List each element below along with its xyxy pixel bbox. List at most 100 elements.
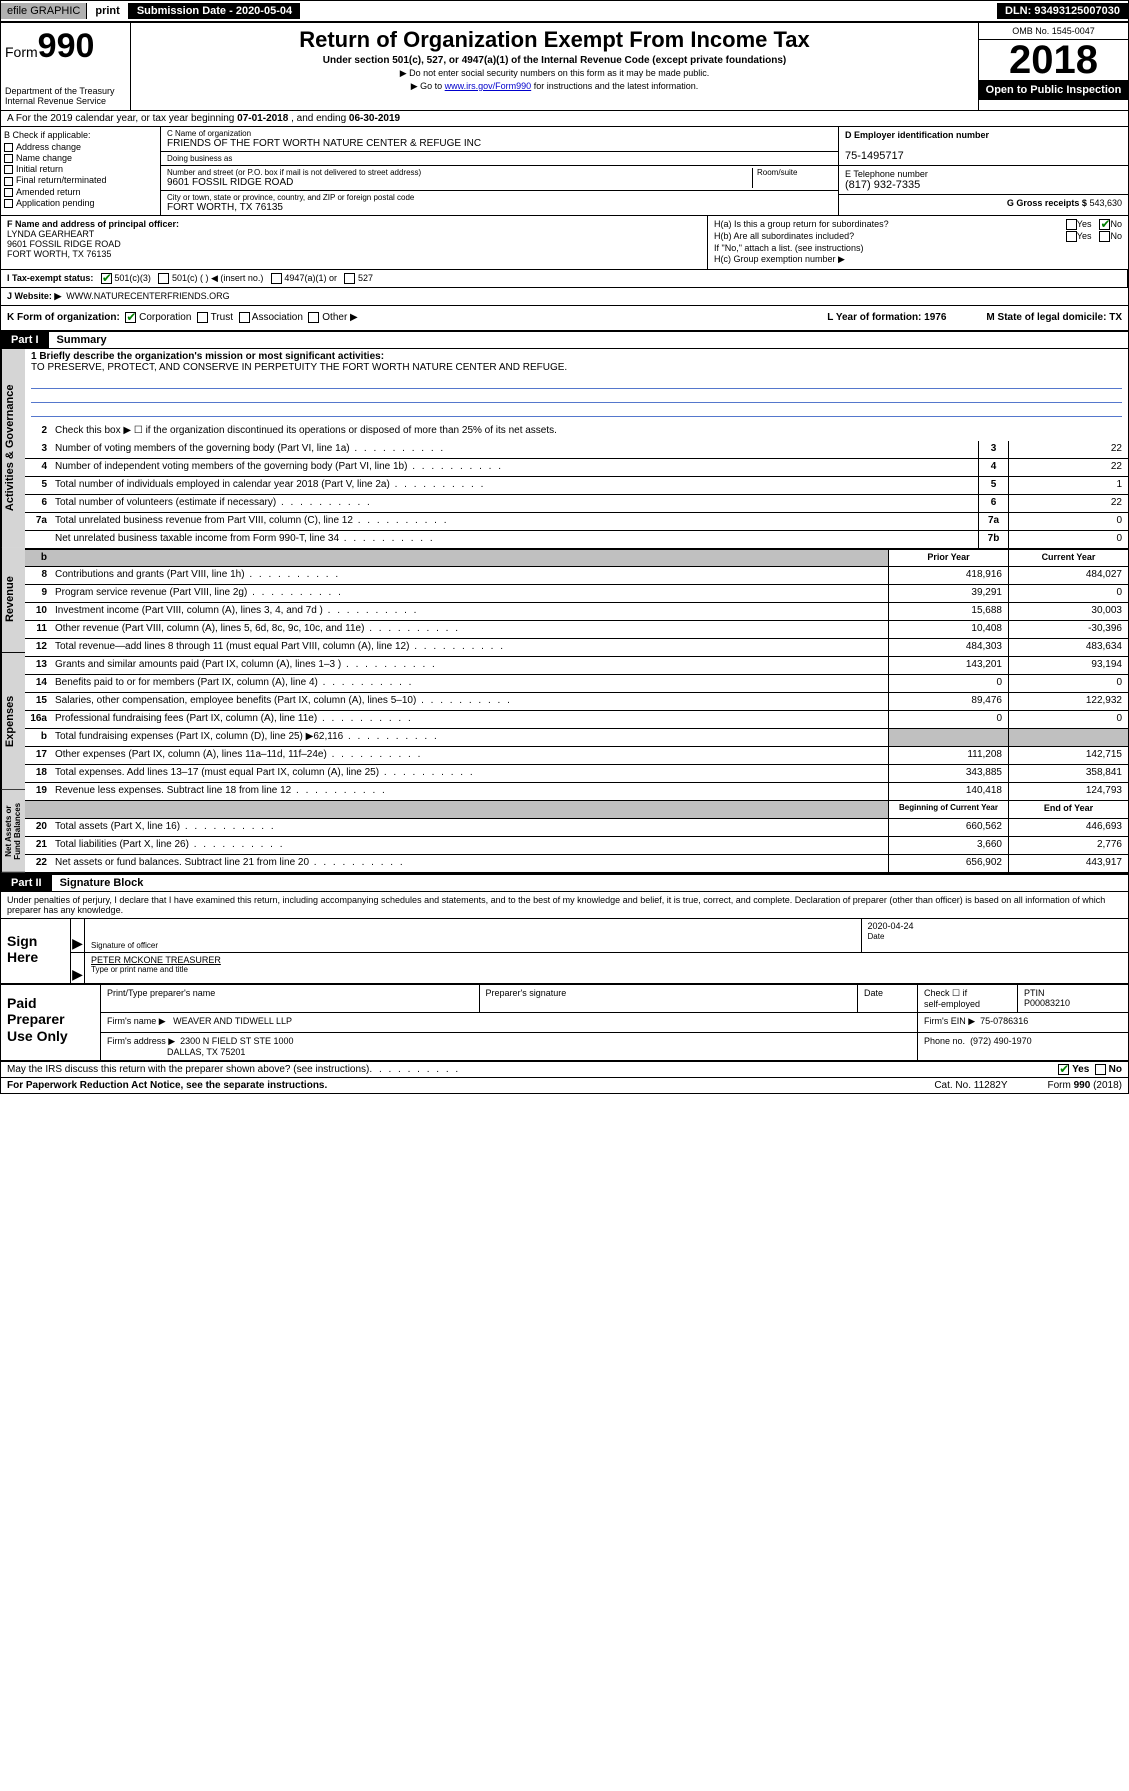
city-lbl: City or town, state or province, country…: [167, 193, 832, 202]
vtab-rev: Revenue: [1, 547, 25, 653]
blueline: [31, 403, 1122, 417]
col-b: B Check if applicable: Address change Na…: [1, 127, 161, 215]
form-ref: Form 990 (2018): [1048, 1080, 1122, 1091]
sign-here: Sign Here ▶ Signature of officer 2020-04…: [1, 919, 1128, 985]
hb-no[interactable]: No: [1099, 231, 1122, 242]
vtab-column: Activities & Governance Revenue Expenses…: [1, 349, 25, 873]
note-pre: ▶ Go to: [411, 81, 445, 91]
chk-other[interactable]: [308, 312, 319, 323]
chk-assoc[interactable]: [239, 312, 250, 323]
summary-table: Activities & Governance Revenue Expenses…: [1, 349, 1128, 875]
year-formation: L Year of formation: 1976: [827, 312, 946, 323]
org-name: FRIENDS OF THE FORT WORTH NATURE CENTER …: [167, 138, 832, 149]
hb-yes[interactable]: Yes: [1066, 231, 1092, 242]
prep-ptin: PTINP00083210: [1018, 985, 1128, 1012]
perjury-text: Under penalties of perjury, I declare th…: [1, 892, 1128, 919]
irs-link[interactable]: www.irs.gov/Form990: [445, 81, 532, 91]
summary-row: 12 Total revenue—add lines 8 through 11 …: [25, 639, 1128, 657]
sig-officer-lbl: Signature of officer: [91, 941, 855, 950]
hb-yn: Yes No: [1066, 231, 1122, 242]
hdr-beg: Beginning of Current Year: [888, 801, 1008, 818]
hdr-curr: Current Year: [1008, 549, 1128, 566]
phone: (817) 932-7335: [845, 179, 920, 191]
firm-phone: (972) 490-1970: [970, 1036, 1032, 1046]
footer: For Paperwork Reduction Act Notice, see …: [1, 1078, 1128, 1093]
hc-lbl: H(c) Group exemption number ▶: [714, 254, 845, 265]
chk-name-change[interactable]: Name change: [4, 153, 157, 163]
open-public: Open to Public Inspection: [979, 80, 1128, 100]
form-number: Form990: [5, 27, 126, 66]
signer-name-lbl: Type or print name and title: [91, 965, 1122, 974]
firm-name: WEAVER AND TIDWELL LLP: [173, 1016, 292, 1026]
part-i-title: Summary: [49, 332, 115, 348]
blueline: [31, 389, 1122, 403]
period-mid: , and ending: [291, 113, 349, 124]
website: WWW.NATURECENTERFRIENDS.ORG: [66, 291, 229, 301]
h-section: H(a) Is this a group return for subordin…: [708, 216, 1128, 269]
ha-lbl: H(a) Is this a group return for subordin…: [714, 219, 889, 230]
discuss-yes[interactable]: Yes: [1058, 1064, 1089, 1075]
summary-body: 1 Briefly describe the organization's mi…: [25, 349, 1128, 873]
chk-initial-return[interactable]: Initial return: [4, 164, 157, 174]
state-domicile: M State of legal domicile: TX: [986, 312, 1122, 323]
addr-box: Number and street (or P.O. box if mail i…: [161, 166, 838, 191]
period-begin: 07-01-2018: [237, 113, 288, 124]
k-section: K Form of organization: Corporation Trus…: [7, 312, 358, 323]
note-post: for instructions and the latest informat…: [531, 81, 698, 91]
city: FORT WORTH, TX 76135: [167, 202, 832, 213]
gross-val: 543,630: [1089, 198, 1122, 208]
phone-lbl: E Telephone number: [845, 169, 928, 179]
form-prefix: Form: [5, 44, 38, 60]
topbar: efile GRAPHIC print Submission Date - 20…: [1, 1, 1128, 23]
summary-row: 21 Total liabilities (Part X, line 26) 3…: [25, 837, 1128, 855]
firm-addr: 2300 N FIELD ST STE 1000: [180, 1036, 293, 1046]
sign-date-lbl: Date: [868, 932, 885, 941]
firm-addr2: DALLAS, TX 75201: [167, 1047, 245, 1057]
klm-row: K Form of organization: Corporation Trus…: [1, 306, 1128, 331]
sign-date: 2020-04-24: [868, 921, 914, 931]
gross-box: G Gross receipts $ 543,630: [839, 195, 1128, 211]
prep-date-lbl: Date: [858, 985, 918, 1012]
period-end: 06-30-2019: [349, 113, 400, 124]
ein-lbl: D Employer identification number: [845, 130, 989, 140]
prep-selfemp: Check ☐ ifself-employed: [918, 985, 1018, 1012]
summary-row: 8 Contributions and grants (Part VIII, l…: [25, 567, 1128, 585]
sign-body: ▶ Signature of officer 2020-04-24 Date ▶…: [71, 919, 1128, 983]
chk-amended[interactable]: Amended return: [4, 187, 157, 197]
i-lbl: I Tax-exempt status:: [7, 273, 93, 283]
chk-501c[interactable]: [158, 273, 169, 284]
summary-row: 3 Number of voting members of the govern…: [25, 441, 1128, 459]
discuss-no[interactable]: No: [1095, 1064, 1122, 1075]
print-link[interactable]: print: [87, 3, 128, 19]
tax-year: 2018: [979, 40, 1128, 80]
chk-4947[interactable]: [271, 273, 282, 284]
hdr-end: End of Year: [1008, 801, 1128, 818]
chk-corp[interactable]: [125, 312, 136, 323]
prep-name-lbl: Print/Type preparer's name: [101, 985, 480, 1012]
addr: 9601 FOSSIL RIDGE ROAD: [167, 177, 752, 188]
officer-addr2: FORT WORTH, TX 76135: [7, 249, 111, 259]
summary-row: 20 Total assets (Part X, line 16) 660,56…: [25, 819, 1128, 837]
summary-row: 15 Salaries, other compensation, employe…: [25, 693, 1128, 711]
lm-section: L Year of formation: 1976 M State of leg…: [827, 312, 1122, 323]
col-header-pc: b Prior Year Current Year: [25, 549, 1128, 567]
chk-final-return[interactable]: Final return/terminated: [4, 175, 157, 185]
signer-name: PETER MCKONE TREASURER: [91, 955, 1122, 965]
period-row: A For the 2019 calendar year, or tax yea…: [1, 111, 1128, 127]
chk-trust[interactable]: [197, 312, 208, 323]
chk-address-change[interactable]: Address change: [4, 142, 157, 152]
firm-ein-row: Firm's EIN ▶ 75-0786316: [918, 1013, 1128, 1032]
f-lbl: F Name and address of principal officer:: [7, 219, 179, 229]
ha-no[interactable]: No: [1099, 219, 1122, 230]
part-i-header: Part I Summary: [1, 332, 1128, 349]
chk-app-pending[interactable]: Application pending: [4, 198, 157, 208]
ha-yn: Yes No: [1066, 219, 1122, 230]
note-link: ▶ Go to www.irs.gov/Form990 for instruct…: [141, 81, 968, 92]
col-de: D Employer identification number 75-1495…: [838, 127, 1128, 215]
department: Department of the Treasury Internal Reve…: [5, 86, 126, 106]
discuss-row: May the IRS discuss this return with the…: [1, 1062, 1128, 1078]
chk-501c3[interactable]: [101, 273, 112, 284]
b-header: B Check if applicable:: [4, 130, 157, 140]
chk-527[interactable]: [344, 273, 355, 284]
ha-yes[interactable]: Yes: [1066, 219, 1092, 230]
